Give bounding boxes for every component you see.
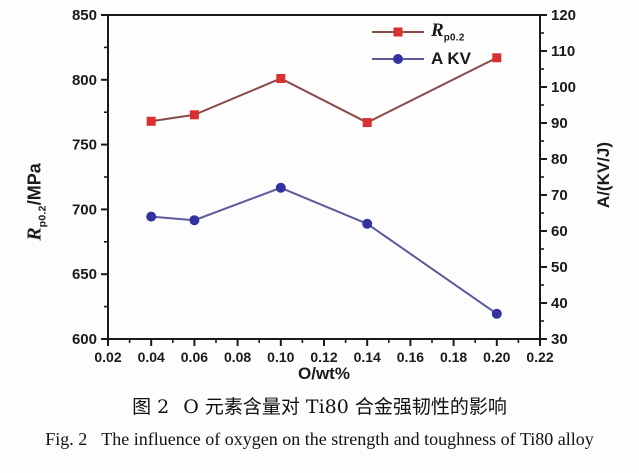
caption-zh-number: 图 2 <box>132 396 170 418</box>
circle-marker-icon <box>393 53 403 64</box>
caption-english: Fig. 2 The influence of oxygen on the str… <box>0 429 639 450</box>
y-right-tick-label: 50 <box>551 259 568 276</box>
x-tick-label: 0.04 <box>138 349 165 365</box>
legend-item-rp02: Rp0.2 <box>372 18 471 45</box>
data-point-square <box>362 118 372 128</box>
y-left-label-unit: /MPa <box>24 163 45 206</box>
y-right-tick-label: 100 <box>551 79 576 96</box>
x-tick-label: 0.12 <box>310 349 337 365</box>
data-point-circle <box>189 215 200 226</box>
x-tick-label: 0.22 <box>526 349 553 365</box>
legend-swatch-akv <box>372 52 424 65</box>
y-right-axis-label: A/(KV/J) <box>594 141 613 209</box>
legend-swatch-rp02 <box>372 25 424 38</box>
legend-label-text: A KV <box>431 48 471 68</box>
y-left-axis-label: Rp0.2/MPa <box>24 163 49 241</box>
y-right-tick-label: 70 <box>551 187 568 204</box>
y-left-tick-label: 600 <box>72 331 97 348</box>
caption-zh-text: O 元素含量对 Ti80 合金强韧性的影响 <box>183 396 507 418</box>
data-point-square <box>492 53 502 63</box>
caption-en-number: Fig. 2 <box>45 429 88 449</box>
data-point-circle <box>491 308 502 319</box>
data-point-square <box>146 116 156 126</box>
x-tick-label: 0.08 <box>224 349 251 365</box>
data-point-circle <box>146 211 157 222</box>
y-left-tick-label: 700 <box>72 201 97 218</box>
data-point-square <box>276 74 286 84</box>
y-right-tick-label: 80 <box>551 151 568 168</box>
caption-en-text: The influence of oxygen on the strength … <box>101 429 594 449</box>
y-right-tick-label: 110 <box>551 43 575 60</box>
legend-label-symbol: R <box>431 19 444 41</box>
y-left-tick-label: 800 <box>72 72 97 89</box>
x-tick-label: 0.14 <box>354 349 381 365</box>
y-right-tick-label: 90 <box>551 115 568 132</box>
x-tick-label: 0.10 <box>267 349 294 365</box>
legend-label-subscript: p0.2 <box>443 32 465 44</box>
x-tick-label: 0.18 <box>440 349 467 365</box>
y-right-tick-label: 120 <box>551 7 576 24</box>
data-point-circle <box>275 182 286 193</box>
line-chart-canvas: 0.02 0.04 0.06 0.08 0.10 0.12 0.14 0.16 0.18 0.20… <box>72 7 576 365</box>
x-tick-label: 0.06 <box>181 349 208 365</box>
x-tick-label: 0.02 <box>94 349 121 365</box>
y-left-tick-label: 850 <box>72 7 97 24</box>
square-marker-icon <box>393 27 403 36</box>
caption-chinese: 图 2 O 元素含量对 Ti80 合金强韧性的影响 <box>0 392 639 419</box>
x-tick-label: 0.16 <box>397 349 424 365</box>
y-right-tick-label: 30 <box>551 331 568 348</box>
legend-label-akv: A KV <box>431 49 471 69</box>
y-left-tick-label: 750 <box>72 137 97 154</box>
legend-item-akv: A KV <box>372 45 471 72</box>
plot-frame <box>107 14 541 340</box>
y-left-label-symbol: R <box>23 227 46 241</box>
x-tick-label: 0.20 <box>483 349 510 365</box>
legend-label-rp02: Rp0.2 <box>431 20 465 43</box>
data-point-circle <box>362 218 373 229</box>
series-line-a-kv <box>151 186 498 315</box>
y-left-label-subscript: p0.2 <box>37 205 49 228</box>
chart-legend: Rp0.2 A KV <box>372 18 471 72</box>
x-axis-label: O/wt% <box>298 364 350 383</box>
y-right-tick-label: 60 <box>551 223 568 240</box>
data-point-square <box>189 110 199 120</box>
y-right-tick-label: 40 <box>551 295 568 312</box>
y-left-tick-label: 650 <box>72 266 97 283</box>
